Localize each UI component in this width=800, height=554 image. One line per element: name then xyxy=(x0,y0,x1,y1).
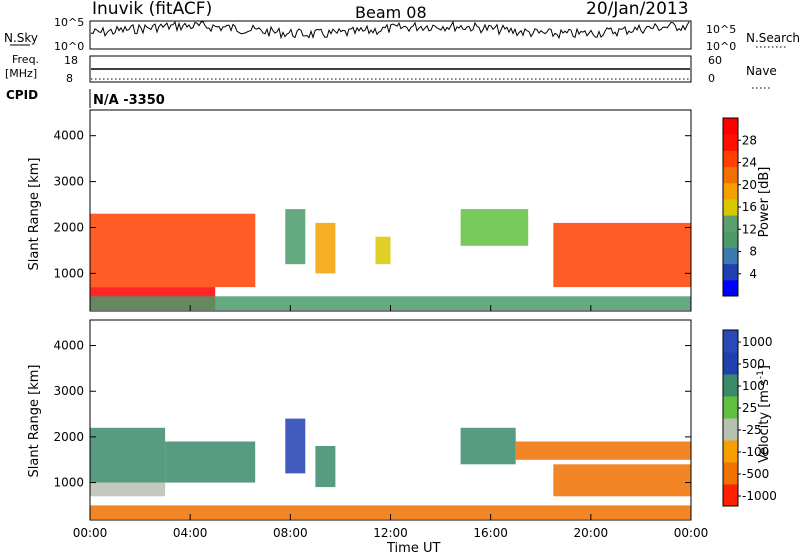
y-tick-label: 2000 xyxy=(53,220,84,234)
x-tick-label: 00:00 xyxy=(674,526,709,540)
y-tick-label: 1000 xyxy=(53,266,84,280)
colorbar-segment xyxy=(723,352,738,375)
colorbar-segment xyxy=(723,396,738,419)
power-colorbar: 4 8 12 16 20 24 28 xyxy=(723,118,757,297)
x-tick-label: 00:00 xyxy=(73,526,108,540)
data-region xyxy=(461,209,529,246)
colorbar-tick-label: -1000 xyxy=(742,489,777,503)
colorbar-segment xyxy=(723,118,738,135)
colorbar-segment xyxy=(723,374,738,397)
velocity-colorbar-label: Velocity [m s-1] xyxy=(756,365,772,463)
freq-label-2: [MHz] xyxy=(5,67,37,80)
colorbar-segment xyxy=(723,418,738,441)
data-region xyxy=(461,428,516,465)
data-region xyxy=(90,483,165,497)
data-region xyxy=(165,442,255,483)
data-region xyxy=(90,428,165,483)
nsky-left-tick-top: 10^5 xyxy=(54,16,84,29)
time-x-axis: 00:00 04:00 08:00 12:00 16:00 20:00 00:00 xyxy=(73,305,709,540)
velocity-y-label: Slant Range [km] xyxy=(27,365,42,478)
y-tick-label: 4000 xyxy=(53,339,84,353)
power-data-layer xyxy=(90,209,691,310)
station-title: Inuvik (fitACF) xyxy=(92,0,212,19)
nsky-trace xyxy=(91,22,689,38)
beam-title: Beam 08 xyxy=(355,3,427,22)
y-tick-label: 2000 xyxy=(53,430,84,444)
y-tick-label: 3000 xyxy=(53,175,84,189)
data-region xyxy=(553,464,691,496)
colorbar-tick-label: 4 xyxy=(749,267,757,281)
colorbar-segment xyxy=(723,330,738,353)
data-region xyxy=(315,446,335,487)
colorbar-tick-label: 28 xyxy=(742,133,757,147)
nave-label: Nave xyxy=(746,64,777,78)
data-region xyxy=(315,223,335,274)
data-region xyxy=(376,237,391,265)
nsky-left-tick-bottom: 10^0 xyxy=(54,40,84,53)
power-y-label: Slant Range [km] xyxy=(27,158,42,271)
colorbar-tick-label: 12 xyxy=(742,222,757,236)
data-region xyxy=(285,209,305,264)
colorbar-tick-label: 25 xyxy=(742,401,757,415)
nave-right-tick-top: 60 xyxy=(708,54,722,67)
data-region xyxy=(516,442,691,460)
colorbar-segment xyxy=(723,440,738,463)
freq-left-tick-top: 18 xyxy=(64,54,78,67)
nsky-label: N.Sky xyxy=(4,31,38,45)
data-region xyxy=(285,419,305,474)
colorbar-tick-label: 8 xyxy=(749,245,757,259)
colorbar-segment xyxy=(723,183,738,200)
cpid-label: CPID xyxy=(6,88,38,102)
colorbar-segment xyxy=(723,231,738,248)
colorbar-segment xyxy=(723,280,738,297)
nsky-right-tick-top: 10^5 xyxy=(706,23,736,36)
nsearch-label: N.Search xyxy=(746,31,800,45)
x-tick-label: 12:00 xyxy=(373,526,408,540)
x-tick-label: 08:00 xyxy=(273,526,308,540)
y-tick-label: 3000 xyxy=(53,384,84,398)
colorbar-segment xyxy=(723,215,738,232)
date-title: 20/Jan/2013 xyxy=(586,0,689,19)
colorbar-segment xyxy=(723,199,738,216)
freq-panel: Freq. [MHz] 18 8 60 0 Nave xyxy=(5,53,777,88)
nsky-right-tick-bottom: 10^0 xyxy=(706,40,736,53)
x-axis-label: Time UT xyxy=(386,541,440,554)
nave-right-tick-bottom: 0 xyxy=(708,72,715,85)
colorbar-segment xyxy=(723,150,738,167)
freq-left-tick-bottom: 8 xyxy=(66,72,73,85)
colorbar-tick-label: 24 xyxy=(742,156,757,170)
y-tick-label: 1000 xyxy=(53,476,84,490)
colorbar-tick-label: 16 xyxy=(742,200,757,214)
x-tick-label: 20:00 xyxy=(574,526,609,540)
cpid-value: N/A -3350 xyxy=(93,93,165,108)
colorbar-segment xyxy=(723,484,738,507)
colorbar-segment xyxy=(723,247,738,264)
x-tick-label: 04:00 xyxy=(173,526,208,540)
colorbar-segment xyxy=(723,264,738,281)
freq-label-1: Freq. xyxy=(12,53,39,66)
colorbar-tick-label: -500 xyxy=(742,467,769,481)
data-region xyxy=(90,214,255,287)
x-tick-label: 16:00 xyxy=(473,526,508,540)
velocity-data-layer xyxy=(90,419,691,519)
velocity-panel: 1000 2000 3000 4000 Slant Range [km] 1000 50… xyxy=(27,320,777,520)
data-region xyxy=(553,223,691,287)
y-tick-label: 4000 xyxy=(53,129,84,143)
power-colorbar-label: Power [dB] xyxy=(757,167,772,238)
colorbar-tick-label: 20 xyxy=(742,178,757,192)
colorbar-segment xyxy=(723,462,738,485)
colorbar-segment xyxy=(723,167,738,184)
colorbar-tick-label: 1000 xyxy=(742,335,773,349)
power-panel: 1000 2000 3000 4000 Slant Range [km] 4 8 12 16… xyxy=(27,110,772,311)
colorbar-segment xyxy=(723,134,738,151)
